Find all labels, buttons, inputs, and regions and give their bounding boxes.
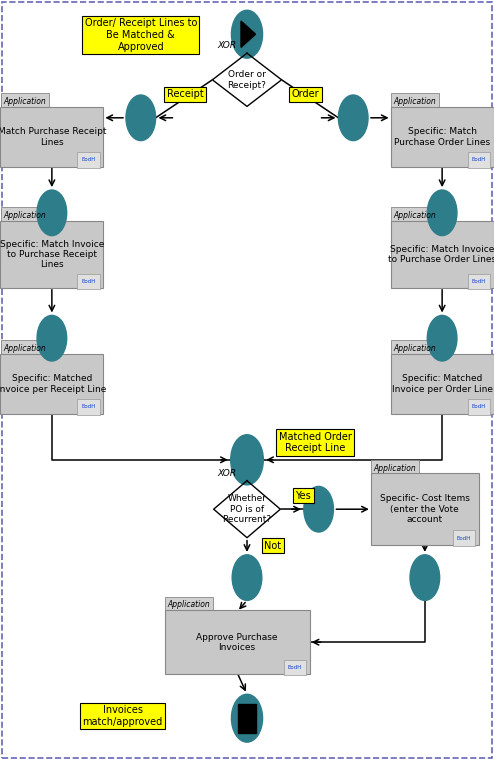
FancyBboxPatch shape <box>390 220 494 288</box>
Text: Specific- Cost Items
(enter the Vote
account: Specific- Cost Items (enter the Vote acc… <box>380 494 470 524</box>
FancyBboxPatch shape <box>390 354 494 413</box>
FancyBboxPatch shape <box>390 107 494 167</box>
FancyBboxPatch shape <box>77 400 100 415</box>
Text: Specific: Match
Purchase Order Lines: Specific: Match Purchase Order Lines <box>394 127 490 147</box>
FancyBboxPatch shape <box>467 274 490 289</box>
FancyBboxPatch shape <box>370 473 479 545</box>
Text: Specific: Match Invoice
to Purchase Receipt
Lines: Specific: Match Invoice to Purchase Rece… <box>0 239 104 270</box>
FancyBboxPatch shape <box>77 152 100 168</box>
Circle shape <box>232 555 262 600</box>
Text: Specific: Matched
Invoice per Order Line: Specific: Matched Invoice per Order Line <box>392 374 493 394</box>
Circle shape <box>231 435 263 485</box>
FancyBboxPatch shape <box>467 152 490 168</box>
Text: Yes: Yes <box>295 490 311 501</box>
Text: Specific: Match Invoice
to Purchase Order Lines: Specific: Match Invoice to Purchase Orde… <box>388 245 494 264</box>
Text: EodH: EodH <box>472 404 486 410</box>
Text: EodH: EodH <box>472 279 486 284</box>
Text: Receipt: Receipt <box>167 89 204 100</box>
Circle shape <box>126 95 156 141</box>
Circle shape <box>427 315 457 361</box>
FancyBboxPatch shape <box>1 340 48 359</box>
FancyBboxPatch shape <box>0 220 103 288</box>
Text: Application: Application <box>3 344 46 353</box>
FancyBboxPatch shape <box>391 93 439 112</box>
FancyBboxPatch shape <box>0 107 103 167</box>
Circle shape <box>37 190 67 236</box>
FancyBboxPatch shape <box>0 354 103 413</box>
Text: Whether
PO is of
Recurrent?: Whether PO is of Recurrent? <box>222 494 272 524</box>
Text: Matched Order
Receipt Line: Matched Order Receipt Line <box>279 432 352 453</box>
Text: Application: Application <box>394 97 436 106</box>
Text: Match Purchase Receipt
Lines: Match Purchase Receipt Lines <box>0 127 106 147</box>
Text: EodH: EodH <box>82 404 96 410</box>
Circle shape <box>231 695 263 742</box>
Text: Approve Purchase
Invoices: Approve Purchase Invoices <box>197 632 278 652</box>
Text: XOR: XOR <box>218 41 237 50</box>
Polygon shape <box>212 53 282 106</box>
Text: EodH: EodH <box>288 665 302 670</box>
Text: Application: Application <box>394 211 436 220</box>
FancyBboxPatch shape <box>453 530 475 546</box>
FancyBboxPatch shape <box>391 340 439 359</box>
Circle shape <box>427 190 457 236</box>
Text: Application: Application <box>167 600 210 610</box>
Text: Application: Application <box>3 211 46 220</box>
Text: EodH: EodH <box>82 279 96 284</box>
Text: Not: Not <box>264 540 281 551</box>
Text: Order or
Receipt?: Order or Receipt? <box>228 70 266 90</box>
FancyBboxPatch shape <box>371 460 419 478</box>
Text: EodH: EodH <box>82 157 96 163</box>
Circle shape <box>304 486 333 532</box>
Circle shape <box>338 95 368 141</box>
FancyBboxPatch shape <box>284 660 306 675</box>
Text: Application: Application <box>374 464 416 473</box>
Text: EodH: EodH <box>472 157 486 163</box>
FancyBboxPatch shape <box>391 207 439 226</box>
FancyBboxPatch shape <box>165 597 213 615</box>
Text: Order/ Receipt Lines to
Be Matched &
Approved: Order/ Receipt Lines to Be Matched & App… <box>84 18 197 52</box>
Text: Order: Order <box>291 89 319 100</box>
Circle shape <box>410 555 440 600</box>
Text: Invoices
match/approved: Invoices match/approved <box>82 705 163 727</box>
Polygon shape <box>213 481 280 538</box>
FancyBboxPatch shape <box>238 704 256 733</box>
Text: Application: Application <box>3 97 46 106</box>
Text: Specific: Matched
Invoice per Receipt Line: Specific: Matched Invoice per Receipt Li… <box>0 374 107 394</box>
FancyBboxPatch shape <box>467 400 490 415</box>
FancyBboxPatch shape <box>1 207 48 226</box>
FancyBboxPatch shape <box>1 93 48 112</box>
Circle shape <box>231 10 263 59</box>
FancyBboxPatch shape <box>165 610 310 674</box>
Text: XOR: XOR <box>218 469 237 478</box>
Polygon shape <box>241 21 255 47</box>
FancyBboxPatch shape <box>77 274 100 289</box>
Text: Application: Application <box>394 344 436 353</box>
Text: EodH: EodH <box>457 536 471 540</box>
Circle shape <box>37 315 67 361</box>
